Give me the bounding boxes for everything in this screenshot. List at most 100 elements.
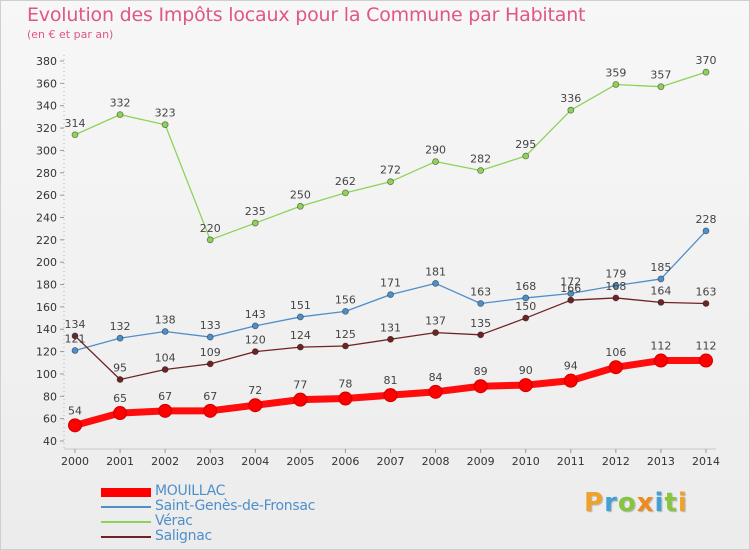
data-point-saint-genes-de-fronsac (387, 291, 394, 298)
data-point-mouillac (428, 384, 443, 399)
data-label-verac: 282 (470, 153, 491, 166)
y-tick-label: 120 (36, 346, 57, 359)
data-label-salignac: 124 (290, 329, 311, 342)
data-label-verac: 357 (650, 69, 671, 82)
data-label-saint-genes-de-fronsac: 156 (335, 293, 356, 306)
data-point-saint-genes-de-fronsac (432, 280, 439, 287)
data-label-salignac: 131 (380, 321, 401, 334)
data-label-salignac: 163 (696, 286, 717, 299)
y-tick-label: 280 (36, 167, 57, 180)
data-label-saint-genes-de-fronsac: 121 (65, 332, 86, 345)
logo-letter: o (617, 488, 637, 518)
data-label-mouillac: 112 (696, 340, 717, 353)
logo-letter: P (584, 488, 605, 518)
data-label-mouillac: 77 (293, 379, 307, 392)
data-point-salignac (702, 300, 710, 307)
data-point-mouillac (338, 391, 353, 406)
data-label-saint-genes-de-fronsac: 172 (560, 275, 581, 288)
x-tick-label: 2006 (331, 455, 359, 468)
data-label-saint-genes-de-fronsac: 163 (470, 286, 491, 299)
data-point-verac (161, 121, 169, 129)
data-label-saint-genes-de-fronsac: 143 (245, 308, 266, 321)
y-tick-label: 140 (36, 323, 57, 336)
y-tick-label: 260 (36, 189, 57, 202)
data-point-verac (522, 152, 530, 160)
data-point-salignac (206, 360, 214, 368)
series-line-verac (74, 71, 707, 241)
data-label-verac: 370 (696, 54, 717, 67)
chart-subtitle: (en € et par an) (27, 28, 114, 41)
data-point-salignac (522, 314, 530, 322)
data-point-verac (71, 131, 79, 139)
data-label-salignac: 134 (65, 318, 86, 331)
data-point-mouillac (608, 360, 623, 375)
data-label-mouillac: 67 (203, 390, 217, 403)
logo-letter: x (636, 488, 655, 518)
legend-label: Saint-Genès-de-Fronsac (155, 498, 316, 514)
logo-letter: i (654, 488, 665, 518)
data-label-mouillac: 112 (650, 340, 671, 353)
data-label-mouillac: 90 (519, 364, 533, 377)
data-label-mouillac: 89 (474, 365, 488, 378)
data-label-mouillac: 78 (338, 378, 352, 391)
data-label-verac: 295 (515, 138, 536, 151)
x-tick-label: 2013 (647, 455, 675, 468)
data-point-mouillac (563, 373, 578, 388)
proxiti-logo: Proxiti (584, 488, 688, 518)
data-label-mouillac: 84 (429, 371, 443, 384)
data-point-salignac (342, 342, 349, 350)
x-tick-label: 2009 (467, 455, 495, 468)
data-point-mouillac (518, 378, 533, 393)
data-label-saint-genes-de-fronsac: 151 (290, 299, 311, 312)
data-label-salignac: 109 (200, 346, 221, 359)
data-point-salignac (251, 348, 259, 355)
data-point-salignac (477, 331, 485, 339)
y-tick-label: 180 (36, 279, 57, 292)
data-label-verac: 359 (605, 66, 626, 79)
data-point-saint-genes-de-fronsac (71, 347, 79, 354)
data-label-salignac: 95 (113, 362, 127, 375)
data-point-saint-genes-de-fronsac (702, 227, 710, 235)
data-point-salignac (612, 294, 620, 302)
data-label-salignac: 164 (650, 284, 671, 297)
data-label-mouillac: 65 (113, 392, 127, 405)
y-tick-label: 360 (36, 77, 57, 90)
data-label-verac: 332 (110, 97, 131, 110)
data-point-verac (612, 81, 620, 88)
data-point-salignac (161, 366, 169, 373)
data-point-saint-genes-de-fronsac (612, 282, 620, 290)
data-point-verac (432, 158, 439, 165)
data-label-verac: 272 (380, 164, 401, 177)
x-tick-label: 2011 (557, 455, 585, 468)
logo-letter: i (677, 488, 688, 518)
data-label-mouillac: 94 (564, 360, 578, 373)
data-point-mouillac (248, 398, 263, 413)
data-point-salignac (116, 376, 124, 383)
data-point-mouillac (699, 353, 713, 368)
data-point-verac (567, 106, 575, 114)
data-label-salignac: 125 (335, 328, 356, 341)
data-point-salignac (71, 332, 79, 340)
y-tick-label: 80 (43, 390, 57, 403)
data-point-saint-genes-de-fronsac (657, 275, 665, 283)
data-label-salignac: 137 (425, 315, 446, 328)
data-point-saint-genes-de-fronsac (296, 313, 304, 321)
y-tick-label: 340 (36, 100, 57, 113)
data-point-saint-genes-de-fronsac (161, 328, 169, 335)
x-tick-label: 2000 (61, 455, 89, 468)
data-point-mouillac (203, 403, 218, 418)
data-label-saint-genes-de-fronsac: 133 (200, 319, 221, 332)
data-point-mouillac (653, 353, 668, 368)
data-point-verac (116, 111, 124, 119)
data-label-saint-genes-de-fronsac: 168 (515, 280, 536, 293)
data-label-saint-genes-de-fronsac: 181 (425, 265, 446, 278)
data-label-saint-genes-de-fronsac: 171 (380, 277, 401, 290)
data-label-verac: 336 (560, 92, 581, 105)
data-point-saint-genes-de-fronsac (251, 322, 259, 330)
legend-label: MOUILLAC (155, 483, 226, 499)
data-point-mouillac (383, 388, 398, 403)
y-tick-label: 380 (36, 55, 57, 68)
data-point-mouillac (293, 392, 308, 407)
data-label-verac: 262 (335, 175, 356, 188)
